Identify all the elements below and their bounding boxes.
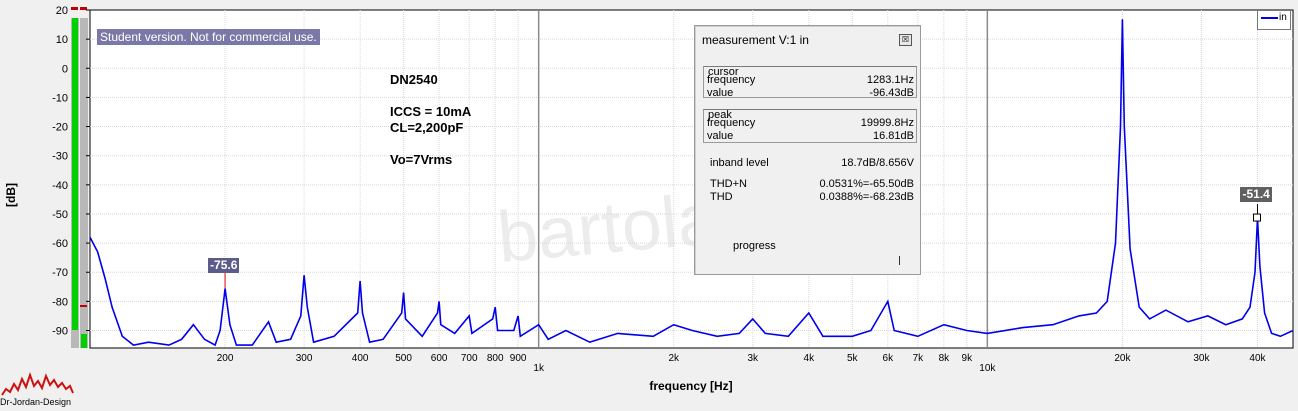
y-tick-label: 10 <box>56 34 68 46</box>
x-tick-label: 40k <box>1249 353 1266 364</box>
x-tick-label: 3k <box>747 353 759 364</box>
x-tick-label: 9k <box>962 353 974 364</box>
peak-label-40khz: -51.4 <box>1240 187 1272 203</box>
grid <box>90 10 1293 348</box>
x-tick-label: 7k <box>913 353 925 364</box>
x-tick-label: 1k <box>533 363 545 374</box>
cursor-value-row: value -96.43dB <box>707 87 914 99</box>
meter-right-track <box>80 18 88 348</box>
measurement-panel[interactable]: measurement V:1 in ☒ cursor frequency 12… <box>694 25 921 275</box>
y-tick-label: 20 <box>56 5 68 17</box>
y-tick-label: -40 <box>52 180 68 192</box>
x-tick-label: 500 <box>395 353 412 364</box>
y-tick-label: -60 <box>52 238 68 250</box>
y-tick-label: -80 <box>52 296 68 308</box>
y-axis-label: [dB] <box>4 183 18 207</box>
student-banner: Student version. Not for commercial use. <box>97 29 320 45</box>
peak-group: peak <box>703 109 917 143</box>
measurement-title: measurement V:1 in <box>702 33 809 47</box>
thd-row: THD 0.0388%=-68.23dB <box>710 191 915 203</box>
progress-bar <box>899 256 900 265</box>
y-tick-label: -20 <box>52 122 68 134</box>
annotation-marks <box>224 204 1261 289</box>
peak-value: 16.81dB <box>873 130 914 142</box>
peak-frequency-row: frequency 19999.8Hz <box>707 117 914 129</box>
logo <box>1 371 74 396</box>
inband-row: inband level 18.7dB/8.656V <box>710 157 914 169</box>
logo-waveform <box>1 371 74 396</box>
legend[interactable]: in <box>1257 10 1291 30</box>
peak-group-label: peak <box>708 109 732 121</box>
x-tick-label: 30k <box>1193 353 1210 364</box>
y-tick-label: -90 <box>52 326 68 338</box>
x-tick-label: 600 <box>431 353 448 364</box>
x-axis-label: frequency [Hz] <box>649 379 732 393</box>
meter-right-fill <box>81 334 87 348</box>
x-tick-label: 20k <box>1114 353 1131 364</box>
series-line-in <box>89 19 1294 347</box>
legend-label-in: in <box>1279 12 1287 23</box>
note-iccs: ICCS = 10mA <box>390 104 472 119</box>
y-tick-label: -30 <box>52 151 68 163</box>
x-axis: 200 300 400 500 600 700 800 900 1k 2k 3k 4k 5k 6k 7k 8k… <box>217 353 1267 374</box>
x-tick-label: 900 <box>510 353 527 364</box>
x-tick-label: 800 <box>487 353 504 364</box>
note-model: DN2540 <box>390 72 438 87</box>
x-tick-label: 700 <box>461 353 478 364</box>
note-vo: Vo=7Vrms <box>390 152 453 167</box>
y-tick-label: 0 <box>62 63 68 75</box>
cursor-group: cursor <box>703 66 917 98</box>
cursor-frequency: 1283.1Hz <box>866 74 914 86</box>
plot-area <box>89 9 1294 349</box>
thdn-value: 0.0531%=-65.50dB <box>819 178 915 190</box>
peak-frequency: 19999.8Hz <box>860 117 914 129</box>
x-tick-label: 400 <box>352 353 369 364</box>
thd-value: 0.0388%=-68.23dB <box>819 191 915 203</box>
cursor-group-label: cursor <box>708 66 739 78</box>
x-tick-label: 8k <box>939 353 951 364</box>
x-tick-label: 6k <box>883 353 895 364</box>
meter-left-peak <box>71 7 78 10</box>
x-tick-label: 300 <box>296 353 313 364</box>
y-tick-label: -70 <box>52 267 68 279</box>
meter-left-fill <box>72 18 78 330</box>
level-meter <box>71 7 88 348</box>
cursor-frequency-row: frequency 1283.1Hz <box>707 74 914 86</box>
logo-text: Dr-Jordan-Design <box>0 397 71 407</box>
close-icon[interactable]: ☒ <box>899 34 912 46</box>
inband-value: 18.7dB/8.656V <box>841 157 914 169</box>
annotation-marker <box>1252 213 1261 222</box>
x-tick-label: 200 <box>217 353 234 364</box>
peak-label-200hz: -75.6 <box>208 257 240 273</box>
y-tick-label: -50 <box>52 209 68 221</box>
thdn-row: THD+N 0.0531%=-65.50dB <box>710 178 915 190</box>
meter-right-peak <box>80 7 87 10</box>
note-cl: CL=2,200pF <box>390 120 464 135</box>
cursor-value: -96.43dB <box>869 87 914 99</box>
progress-label: progress <box>733 240 776 252</box>
meter-right-hold <box>80 305 87 307</box>
peak-value-row: value 16.81dB <box>707 130 914 142</box>
y-tick-label: -10 <box>52 92 68 104</box>
x-tick-label: 2k <box>668 353 680 364</box>
x-tick-label: 5k <box>847 353 859 364</box>
x-tick-label: 4k <box>804 353 816 364</box>
y-axis: 20 10 0 -10 -20 -30 -40 -50 -60 -70 -80 -90 <box>52 5 90 338</box>
x-tick-label: 10k <box>979 363 996 374</box>
